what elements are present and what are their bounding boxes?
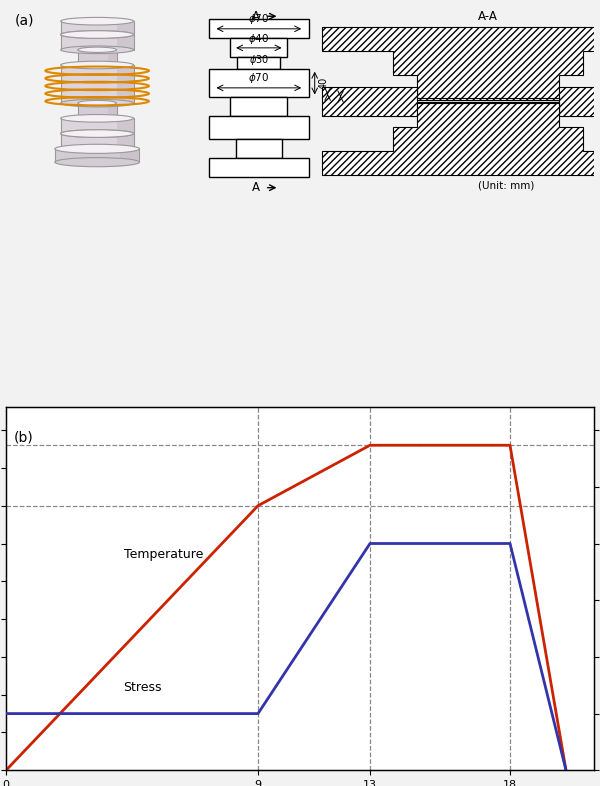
Ellipse shape (61, 61, 134, 69)
Text: 3: 3 (345, 92, 355, 98)
Text: 40: 40 (319, 77, 329, 90)
Text: A-A: A-A (478, 9, 498, 23)
Polygon shape (55, 149, 139, 162)
Ellipse shape (61, 31, 134, 39)
Polygon shape (61, 134, 134, 149)
Polygon shape (61, 65, 134, 103)
Text: $\phi$70: $\phi$70 (248, 72, 269, 85)
Ellipse shape (61, 115, 134, 122)
Ellipse shape (78, 101, 116, 106)
Bar (209, 116, 309, 139)
Polygon shape (417, 98, 559, 101)
Text: (Unit: mm): (Unit: mm) (478, 180, 534, 190)
Polygon shape (117, 65, 134, 103)
Ellipse shape (61, 31, 134, 39)
Polygon shape (61, 119, 134, 134)
Text: Stress: Stress (124, 681, 162, 693)
Text: Temperature: Temperature (124, 549, 203, 561)
Polygon shape (108, 50, 116, 65)
Text: A: A (252, 9, 260, 23)
Ellipse shape (78, 47, 116, 53)
Ellipse shape (61, 17, 134, 25)
Ellipse shape (61, 130, 134, 138)
Text: 4: 4 (332, 91, 343, 97)
Bar (238, 57, 280, 69)
Text: (b): (b) (14, 430, 34, 444)
Bar (236, 139, 281, 158)
Polygon shape (61, 35, 134, 50)
Ellipse shape (61, 130, 134, 138)
Polygon shape (78, 50, 116, 65)
Bar (209, 20, 309, 39)
Text: $\phi$30: $\phi$30 (249, 53, 269, 68)
Polygon shape (117, 35, 134, 50)
Ellipse shape (78, 62, 116, 68)
Ellipse shape (61, 46, 134, 53)
Polygon shape (78, 103, 116, 119)
Polygon shape (117, 134, 134, 149)
Ellipse shape (61, 99, 134, 107)
Text: A: A (252, 182, 260, 194)
Bar (209, 158, 309, 178)
Ellipse shape (61, 145, 134, 152)
Ellipse shape (55, 157, 139, 167)
Polygon shape (417, 102, 559, 105)
Text: (a): (a) (15, 13, 34, 28)
Polygon shape (559, 86, 600, 116)
Bar (230, 39, 287, 57)
Polygon shape (117, 119, 134, 134)
Bar (209, 69, 309, 97)
Text: $\phi$40: $\phi$40 (248, 31, 269, 46)
Ellipse shape (55, 145, 139, 153)
Text: $\phi$70: $\phi$70 (248, 12, 269, 26)
Polygon shape (121, 149, 139, 162)
Polygon shape (108, 103, 116, 119)
Polygon shape (322, 86, 417, 116)
Polygon shape (117, 21, 134, 35)
Bar (230, 97, 287, 116)
Ellipse shape (78, 116, 116, 121)
Polygon shape (322, 103, 600, 175)
Polygon shape (61, 21, 134, 35)
Polygon shape (322, 27, 600, 100)
